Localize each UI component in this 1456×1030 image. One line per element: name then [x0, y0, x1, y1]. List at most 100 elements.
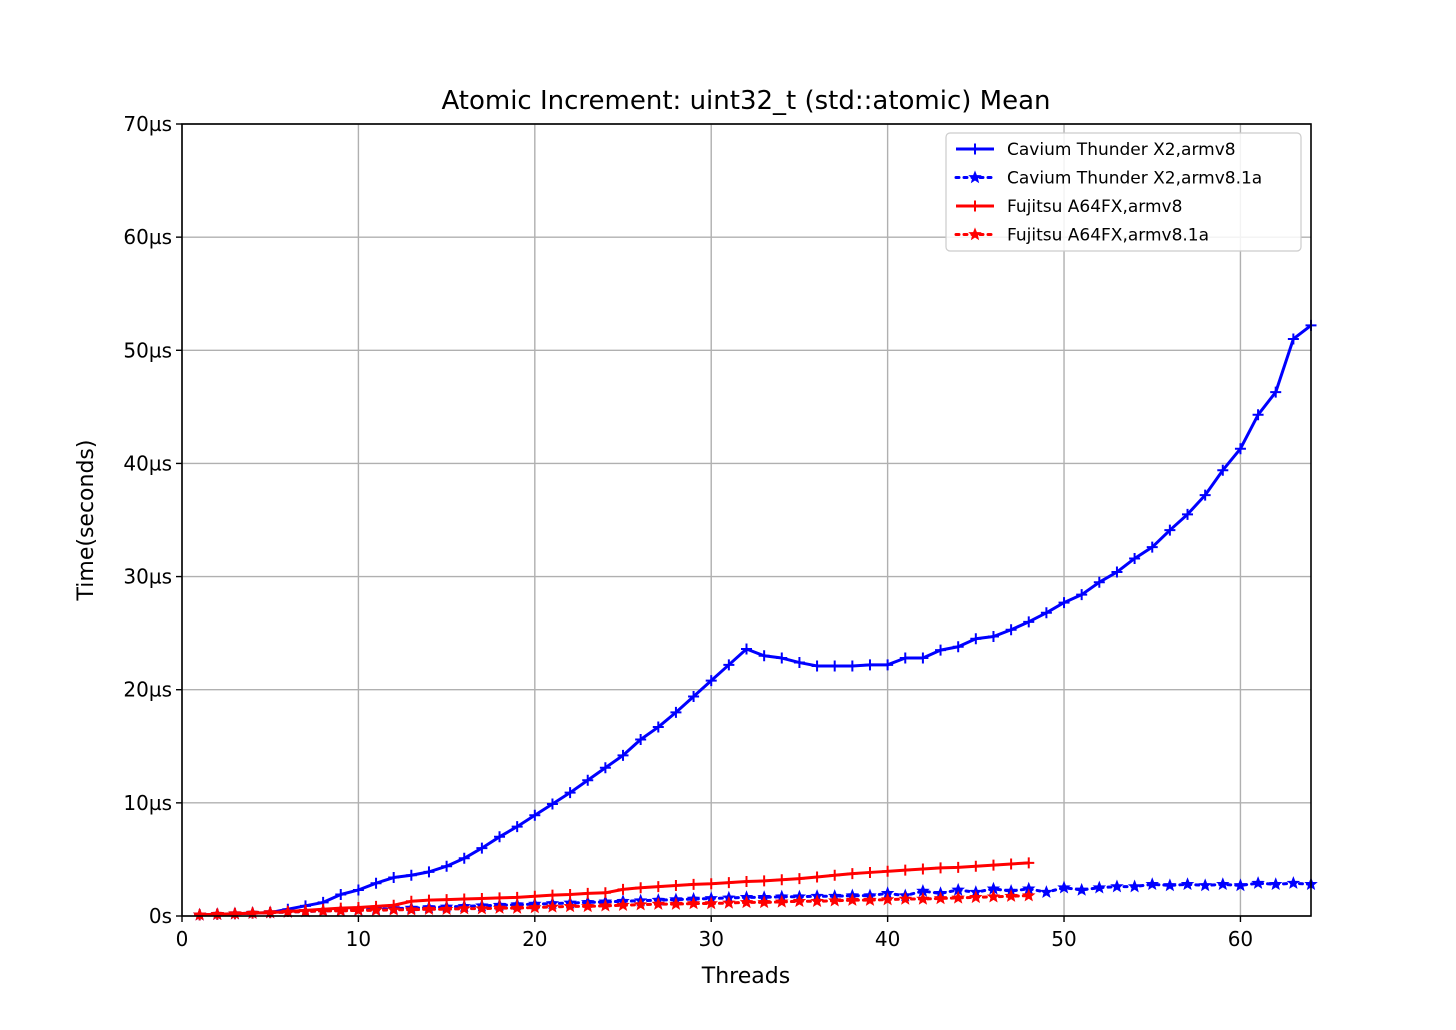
plus-marker [882, 865, 894, 877]
plus-marker [864, 659, 876, 671]
star-marker [1021, 888, 1036, 902]
y-tick-label: 0s [149, 904, 172, 928]
y-tick-label: 20µs [123, 678, 172, 702]
star-marker [192, 907, 207, 921]
star-marker [898, 891, 913, 905]
star-marker [1145, 877, 1159, 891]
plus-marker [564, 787, 576, 799]
star-marker [916, 891, 930, 905]
plus-marker [864, 866, 876, 878]
star-marker [1233, 878, 1248, 892]
plus-marker [688, 878, 700, 890]
plus-marker [846, 868, 858, 880]
x-tick-label: 50 [1051, 927, 1076, 951]
star-marker [298, 904, 313, 918]
plus-marker [599, 887, 611, 899]
star-marker [1198, 878, 1212, 892]
plus-marker [917, 863, 929, 875]
plus-marker [741, 875, 752, 887]
star-marker [1180, 877, 1195, 891]
plus-marker [1076, 589, 1088, 601]
star-marker [863, 893, 877, 906]
plus-marker [882, 659, 894, 671]
plus-marker [1040, 607, 1052, 619]
plus-marker [705, 878, 717, 890]
plus-marker [688, 691, 700, 703]
plus-marker [987, 631, 999, 643]
y-axis-label: Time(seconds) [74, 440, 99, 602]
plus-marker [1252, 409, 1264, 421]
plus-marker [1164, 524, 1176, 536]
y-tick-label: 50µs [123, 338, 172, 362]
plus-marker [829, 869, 841, 881]
plus-marker [1217, 464, 1229, 476]
star-marker [739, 895, 754, 909]
plus-marker [617, 883, 629, 895]
plus-marker [846, 660, 858, 672]
star-marker [1110, 879, 1124, 893]
series-line [199, 324, 1312, 917]
x-tick-label: 30 [698, 927, 723, 951]
y-tick-label: 70µs [123, 112, 172, 136]
plus-marker [670, 879, 682, 891]
legend: Cavium Thunder X2,armv8 Cavium Thunder X2… [945, 132, 1302, 252]
y-tick-label: 10µs [123, 791, 172, 815]
star-marker [563, 899, 577, 913]
plus-marker [388, 872, 400, 884]
plus-marker [811, 871, 823, 883]
plus-marker [1111, 566, 1123, 578]
plus-marker [1234, 443, 1246, 455]
star-marker [598, 898, 613, 912]
star-marker [686, 896, 701, 910]
plus-marker [829, 660, 841, 672]
plus-marker [758, 650, 770, 662]
plus-marker [1058, 597, 1070, 609]
x-tick-label: 10 [346, 927, 371, 951]
plus-marker [458, 852, 470, 864]
star-marker [475, 901, 489, 915]
star-marker [281, 904, 295, 918]
plus-marker [793, 873, 805, 885]
plus-marker [1146, 541, 1158, 553]
plus-marker [635, 733, 647, 745]
star-marker [510, 900, 524, 914]
plus-marker [494, 831, 506, 843]
star-marker [1074, 882, 1089, 896]
star-marker [633, 897, 648, 911]
star-marker [1163, 878, 1177, 892]
plus-marker [1182, 508, 1194, 520]
plot-frame [181, 123, 1312, 917]
x-tick-label: 20 [522, 927, 547, 951]
star-marker [951, 890, 965, 904]
plus-marker [582, 774, 594, 786]
plus-marker [952, 641, 964, 653]
star-marker [1268, 877, 1283, 891]
star-marker [1127, 879, 1142, 893]
plus-marker [582, 887, 594, 899]
plus-marker [969, 200, 981, 212]
plus-marker [935, 862, 947, 874]
plus-marker [705, 675, 717, 687]
legend-label: Cavium Thunder X2,armv8 [1007, 140, 1236, 160]
star-marker [439, 902, 454, 915]
star-marker [210, 907, 225, 921]
plus-marker [1023, 616, 1035, 628]
star-marker [334, 903, 348, 917]
star-marker [880, 892, 895, 906]
plus-marker [899, 864, 911, 876]
star-marker [457, 901, 472, 915]
star-marker [1251, 876, 1265, 889]
plus-marker [529, 809, 541, 821]
plus-marker [776, 652, 788, 664]
plus-marker [546, 889, 558, 901]
plus-marker [969, 143, 981, 155]
star-marker [722, 895, 736, 909]
x-tick-label: 0 [176, 927, 189, 951]
star-marker [1216, 877, 1230, 891]
plus-marker [935, 644, 947, 656]
plus-marker [670, 706, 682, 718]
star-marker [827, 893, 842, 907]
star-marker [316, 903, 330, 917]
plus-marker [599, 762, 611, 774]
